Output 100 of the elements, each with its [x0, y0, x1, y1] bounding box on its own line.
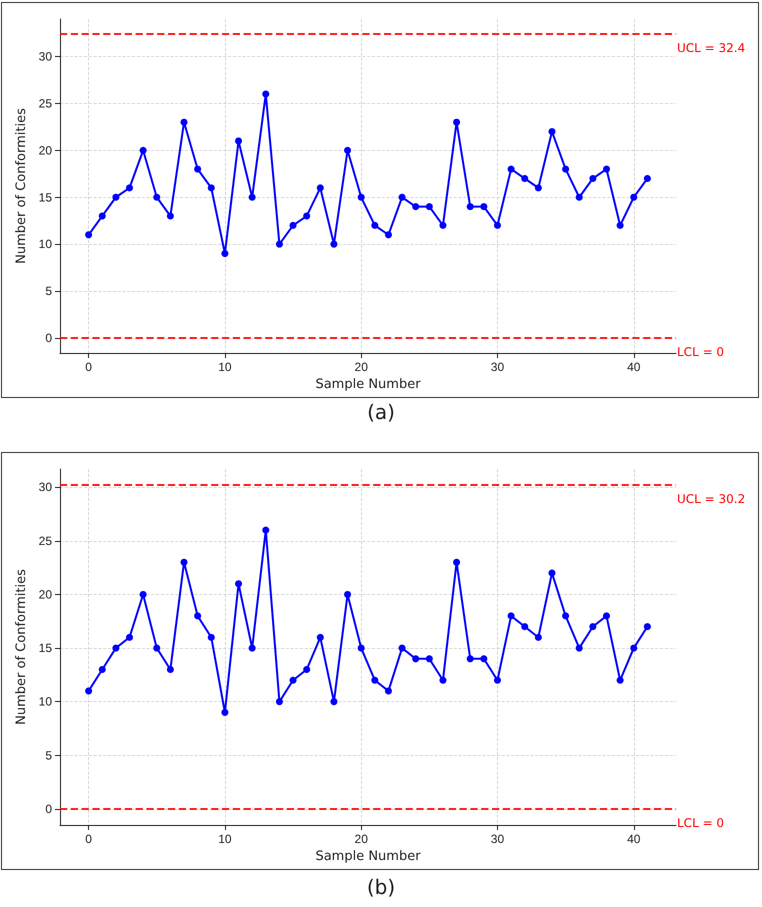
y-tick-label: 20	[38, 587, 52, 602]
point	[453, 118, 460, 126]
point	[221, 250, 228, 258]
point	[303, 212, 310, 220]
point	[248, 194, 256, 201]
point	[235, 137, 242, 144]
point	[562, 166, 570, 173]
y-tick-label: 15	[38, 190, 52, 204]
x-tick-label: 30	[490, 360, 504, 374]
y-tick-label: 30	[38, 480, 52, 494]
point	[126, 634, 134, 641]
y-tick-label: 30	[38, 50, 52, 64]
point	[521, 174, 528, 182]
point	[480, 203, 488, 210]
point	[589, 623, 596, 630]
point	[180, 118, 188, 126]
point	[398, 194, 406, 201]
point	[344, 590, 352, 598]
x-tick-label: 10	[218, 832, 232, 846]
point	[194, 166, 202, 173]
y-tick-label: 25	[38, 96, 52, 110]
point	[153, 194, 160, 201]
point	[371, 222, 378, 229]
y-tick-label: 0	[45, 330, 52, 345]
y-tick-label: 5	[45, 284, 52, 298]
y-axis-title: Number of Conformities	[14, 568, 29, 725]
point	[466, 203, 474, 210]
point	[316, 184, 324, 192]
point	[180, 558, 188, 566]
x-tick-label: 20	[354, 360, 368, 374]
point	[98, 666, 106, 674]
point	[330, 240, 338, 248]
point	[221, 708, 228, 716]
point	[112, 194, 120, 201]
point	[548, 570, 556, 577]
y-tick-label: 20	[38, 143, 52, 158]
point	[262, 526, 270, 534]
y-tick-label: 5	[45, 748, 52, 762]
point	[494, 222, 501, 229]
point	[303, 666, 310, 674]
y-tick-label: 15	[38, 641, 52, 656]
x-tick-label: 0	[85, 360, 92, 374]
x-tick-label: 40	[627, 360, 641, 374]
point	[439, 676, 446, 684]
point	[562, 612, 570, 620]
point	[126, 184, 134, 192]
point	[576, 644, 583, 652]
point	[576, 194, 583, 201]
point	[426, 655, 433, 662]
x-axis-title: Sample Number	[315, 376, 422, 392]
point	[644, 174, 651, 182]
point	[262, 90, 270, 98]
point	[603, 166, 610, 173]
ref-line-label: LCL = 0	[677, 816, 724, 830]
point	[208, 184, 215, 192]
y-tick-label: 10	[38, 237, 52, 252]
point	[508, 166, 515, 173]
point	[208, 634, 215, 641]
point	[508, 612, 515, 620]
text: (a)	[366, 400, 396, 424]
point	[358, 644, 365, 652]
point	[548, 128, 556, 136]
point	[85, 231, 92, 238]
point	[644, 623, 651, 630]
point	[494, 676, 501, 684]
point	[534, 184, 542, 192]
y-tick-label: 0	[45, 802, 52, 816]
point	[276, 698, 283, 706]
point	[412, 655, 420, 662]
point	[248, 644, 256, 652]
point	[426, 203, 433, 210]
point	[371, 676, 378, 684]
point	[98, 212, 106, 220]
point	[616, 676, 624, 684]
x-axis-title: Sample Number	[315, 848, 422, 864]
x-tick-label: 10	[218, 360, 232, 374]
point	[534, 634, 542, 641]
point	[398, 644, 406, 652]
ref-line-label: UCL = 32.4	[677, 41, 746, 56]
y-axis-title: Number of Conformities	[14, 108, 29, 264]
x-tick-label: 0	[85, 832, 92, 846]
point	[589, 174, 596, 182]
point	[344, 146, 352, 154]
point	[85, 687, 92, 694]
point	[630, 194, 638, 201]
point	[412, 203, 420, 210]
point	[235, 580, 242, 588]
y-tick-label: 25	[38, 534, 52, 548]
point	[194, 612, 202, 620]
point	[603, 612, 610, 620]
point	[358, 194, 365, 201]
point	[330, 698, 338, 706]
point	[276, 240, 283, 248]
point	[453, 558, 460, 566]
ref-line-label: LCL = 0	[677, 344, 724, 359]
point	[521, 623, 528, 630]
point	[384, 231, 392, 238]
point	[439, 222, 446, 229]
point	[616, 222, 624, 229]
point	[153, 644, 160, 652]
